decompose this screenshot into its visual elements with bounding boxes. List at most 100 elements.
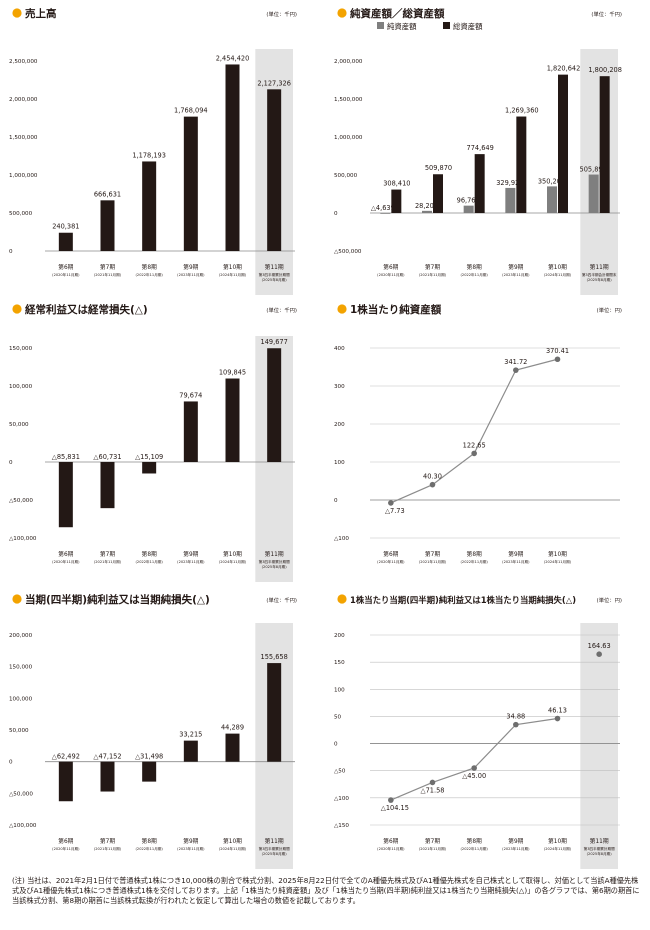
x-category-period: 第3四半期累計期間 (259, 846, 290, 851)
highlight-column (580, 49, 618, 295)
title-bullet-icon (12, 8, 22, 18)
y-tick-label: 200,000 (9, 633, 33, 639)
data-label: 34.88 (506, 713, 525, 721)
x-category-period: 第3四半期累計期間 (584, 846, 615, 851)
y-tick-label: △100 (334, 796, 349, 802)
x-category-period: (2020年11月期) (52, 846, 80, 851)
data-label: 666,631 (94, 190, 121, 198)
data-label: △31,498 (135, 753, 163, 761)
data-label: 96,769 (457, 197, 480, 205)
bar-net-assets (588, 174, 599, 213)
x-category-period: (2022年11月期) (136, 846, 164, 851)
bar (183, 740, 198, 762)
x-category-label: 第8期 (142, 837, 157, 845)
chart-assets: 純資産額／総資産額 (単位：千円) 純資産額 総資産額 △500,000 0 500,000… (334, 7, 622, 295)
bar-total-assets (516, 116, 527, 213)
data-label: △4,639 (371, 204, 395, 212)
chart-title: 1株当たり純資産額 (350, 303, 442, 316)
x-category-label: 第9期 (183, 837, 198, 845)
data-label: 509,870 (425, 164, 452, 172)
bar (100, 462, 115, 509)
chart-unit: (単位：千円) (591, 10, 622, 18)
x-category-period: (2024年11月期) (544, 272, 572, 277)
x-category-period: (2023年11月期) (177, 559, 205, 564)
x-category-period: (2023年11月期) (177, 846, 205, 851)
bar (183, 401, 198, 462)
bar-net-assets (463, 205, 474, 213)
data-label: 1,269,360 (505, 107, 539, 115)
chart-panel-bps: 1株当たり純資産額 (単位：円) △100 0 100 200 300 400 第6期 (2020… (325, 296, 650, 586)
data-label: 28,208 (415, 202, 438, 210)
data-label: 505,892 (580, 166, 607, 174)
x-category-label: 第9期 (183, 263, 198, 271)
data-point (596, 651, 602, 658)
chart-panel-ordinary: 経常利益又は経常損失(△) (単位：千円) △100,000 △50,000 0 50,0… (0, 296, 325, 586)
x-category-period: (2024年11月期) (219, 559, 247, 564)
footnote: (注) 当社は、2021年2月1日付で普通株式1株につき10,000株の割合で株… (12, 876, 640, 906)
chart-title: 経常利益又は経常損失(△) (25, 303, 148, 316)
y-tick-label: 200 (334, 422, 345, 428)
y-tick-label: △100,000 (9, 823, 37, 829)
x-category-period: (2025年8月期) (587, 277, 613, 282)
data-point (554, 356, 561, 363)
chart-title: 純資産額／総資産額 (350, 7, 445, 20)
data-point (388, 500, 394, 506)
chart-panel-net: 当期(四半期)純利益又は当期純損失(△) (単位：千円) △100,000 △50,0… (0, 586, 325, 872)
highlight-column (580, 623, 618, 869)
y-tick-label: 500,000 (334, 173, 358, 179)
chart-ordinary: 経常利益又は経常損失(△) (単位：千円) △100,000 △50,000 0 50,0… (9, 303, 297, 582)
y-tick-label: △50,000 (9, 791, 33, 797)
x-category-period: (2022年11月期) (461, 272, 489, 277)
data-label: 46.13 (548, 707, 567, 715)
x-category-label: 第8期 (467, 550, 482, 558)
y-tick-label: 50,000 (9, 422, 29, 428)
x-category-label: 第6期 (383, 263, 398, 271)
x-category-period: (2024年11月期) (544, 559, 572, 564)
y-tick-label: 400 (334, 346, 345, 352)
chart-unit: (単位：円) (597, 306, 622, 314)
x-category-period: (2024年11月期) (219, 846, 247, 851)
chart-panel-eps: 1株当たり当期(四半期)純利益又は1株当たり当期純損失(△) (単位：円) △150… (325, 586, 650, 872)
title-bullet-icon (337, 8, 347, 18)
data-label: 33,215 (179, 731, 202, 739)
y-tick-label: 0 (9, 249, 13, 255)
data-label: 350,204 (538, 177, 565, 185)
data-label: 164.63 (588, 642, 611, 650)
bar (142, 161, 157, 251)
y-tick-label: △500,000 (334, 249, 362, 255)
y-tick-label: 50 (334, 714, 342, 720)
x-category-period: (2024年11月期) (544, 846, 572, 851)
y-tick-label: 1,000,000 (9, 173, 38, 179)
y-tick-label: 0 (9, 760, 13, 766)
y-tick-label: 150,000 (9, 665, 33, 671)
x-category-label: 第10期 (223, 550, 242, 558)
x-category-period: (2025年8月期) (262, 277, 288, 282)
x-category-period: (2020年11月期) (377, 272, 405, 277)
x-category-period: (2021年11月期) (419, 559, 447, 564)
y-tick-label: 0 (334, 211, 338, 217)
x-category-label: 第6期 (58, 550, 73, 558)
x-category-period: 第3四半期会計期間末 (582, 272, 617, 277)
data-point (429, 779, 436, 786)
x-category-period: 第3四半期累計期間 (259, 559, 290, 564)
x-category-label: 第9期 (508, 550, 523, 558)
x-category-period: (2025年8月期) (587, 851, 613, 856)
y-tick-label: 150 (334, 660, 345, 666)
x-category-period: (2020年11月期) (377, 559, 405, 564)
bar-total-assets (558, 74, 568, 213)
x-category-label: 第9期 (183, 550, 198, 558)
bar-net-assets (547, 186, 557, 213)
data-label: △62,492 (52, 753, 80, 761)
data-label: 79,674 (179, 391, 202, 399)
x-category-label: 第11期 (265, 263, 284, 271)
bar (142, 761, 157, 782)
x-category-period: 第3四半期累計期間 (259, 272, 290, 277)
x-category-label: 第10期 (548, 837, 567, 845)
data-label: 109,845 (219, 369, 246, 377)
x-category-label: 第8期 (142, 550, 157, 558)
x-category-label: 第7期 (425, 837, 440, 845)
chart-unit: (単位：千円) (266, 306, 297, 314)
data-label: 308,410 (383, 180, 410, 188)
bar-net-assets (380, 213, 391, 214)
x-category-period: (2022年11月期) (461, 846, 489, 851)
